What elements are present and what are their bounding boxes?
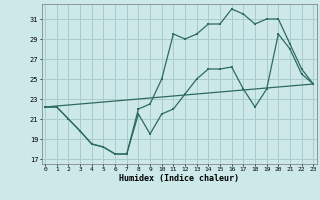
X-axis label: Humidex (Indice chaleur): Humidex (Indice chaleur) — [119, 174, 239, 183]
